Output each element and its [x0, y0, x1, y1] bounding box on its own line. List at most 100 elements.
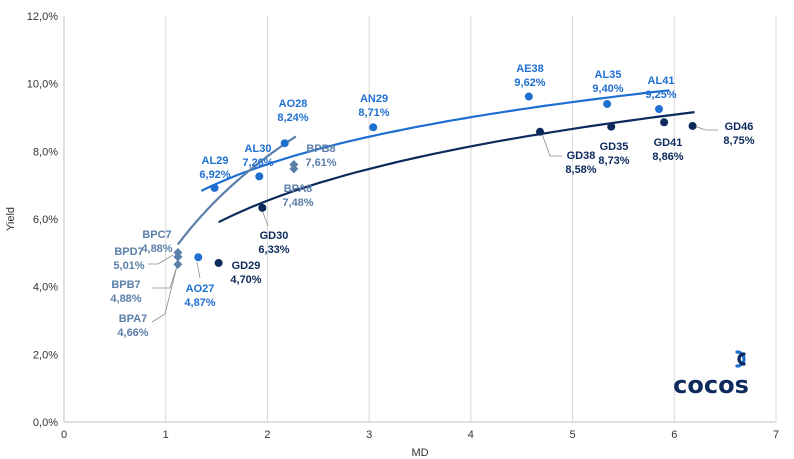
data-points	[173, 92, 697, 269]
label-value: 9,40%	[592, 83, 623, 95]
label-value: 8,73%	[598, 155, 629, 167]
data-label-gd29: GD29 4,70%	[230, 260, 261, 286]
y-axis-title: Yield	[5, 207, 17, 231]
leader-ao27	[196, 261, 201, 279]
label-name: AL29	[202, 155, 229, 167]
data-label-bpb7: BPB7 4,88%	[110, 279, 141, 305]
x-tick-label: 6	[671, 429, 677, 441]
point-ao28	[280, 139, 289, 148]
data-label-al35: AL35 9,40%	[592, 69, 623, 95]
label-name: BPA8	[284, 183, 313, 195]
trendline-1	[200, 89, 670, 192]
point-gd35	[607, 122, 616, 131]
x-tick-label: 3	[366, 429, 372, 441]
data-label-gd41: GD41 8,86%	[652, 137, 683, 163]
label-value: 7,61%	[305, 157, 336, 169]
trendline-2	[218, 111, 695, 224]
leader-bpb7	[152, 265, 178, 289]
label-name: GD30	[260, 230, 289, 242]
y-tick-label: 2,0%	[33, 349, 58, 361]
leader-gd38	[540, 130, 562, 157]
label-value: 8,86%	[652, 151, 683, 163]
x-tick-label: 4	[468, 429, 474, 441]
leader-bpc7	[148, 254, 174, 265]
point-gd41	[660, 118, 669, 127]
label-value: 4,88%	[110, 293, 141, 305]
trend-lines	[177, 89, 695, 246]
label-name: GD38	[567, 150, 596, 162]
data-label-bpa8: BPA8 7,48%	[282, 183, 313, 209]
data-label-al41: AL41 9,25%	[645, 75, 676, 101]
label-name: AO27	[186, 283, 215, 295]
x-tick-label: 5	[570, 429, 576, 441]
label-name: BPB7	[111, 279, 140, 291]
logo-swirl-icon	[735, 350, 746, 368]
x-axis-title: MD	[411, 447, 428, 459]
data-label-an29: AN29 8,71%	[358, 93, 389, 119]
label-name: BPA7	[119, 313, 148, 325]
data-label-gd38: GD38 8,58%	[565, 150, 596, 176]
y-tick-label: 0,0%	[33, 417, 58, 429]
label-name: GD35	[600, 141, 629, 153]
data-label-al30: AL30 7,26%	[242, 143, 273, 169]
x-tick-label: 7	[773, 429, 779, 441]
data-label-bpc7: BPC7 4,88%	[141, 229, 172, 255]
label-name: BPC7	[142, 229, 171, 241]
x-tick-label: 0	[61, 429, 67, 441]
point-bpa7	[173, 259, 183, 269]
data-label-bpa7: BPA7 4,66%	[117, 313, 148, 339]
label-value: 9,25%	[645, 89, 676, 101]
label-value: 7,48%	[282, 197, 313, 209]
label-name: GD41	[654, 137, 683, 149]
label-name: AE38	[516, 63, 544, 75]
data-labels: AO27 4,87% AL29 6,92% AL30 7,26% AO28 8,24% AN29…	[110, 63, 754, 339]
data-label-bpb8: BPB8 7,61%	[305, 143, 336, 169]
label-name: BPB8	[306, 143, 335, 155]
label-name: AL30	[245, 143, 272, 155]
label-value: 8,75%	[723, 135, 754, 147]
data-label-al29: AL29 6,92%	[199, 155, 230, 181]
point-al35	[603, 99, 612, 108]
point-an29	[369, 123, 378, 132]
grid-lines	[165, 16, 777, 422]
point-gd30	[258, 203, 267, 212]
leader-bpa7	[151, 265, 178, 323]
data-label-ae38: AE38 9,62%	[514, 63, 545, 89]
label-name: AO28	[279, 98, 308, 110]
y-tick-label: 12,0%	[27, 11, 58, 23]
data-label-ao28: AO28 8,24%	[277, 98, 308, 124]
point-bpb7	[173, 252, 183, 262]
point-al29	[210, 183, 219, 192]
data-label-gd46: GD46 8,75%	[723, 121, 754, 147]
label-name: GD46	[725, 121, 754, 133]
data-label-ao27: AO27 4,87%	[184, 283, 215, 309]
label-value: 7,26%	[242, 157, 273, 169]
label-value: 4,88%	[141, 243, 172, 255]
trendline-3	[177, 135, 297, 246]
label-value: 5,01%	[113, 260, 144, 272]
label-value: 6,33%	[258, 244, 289, 256]
point-ae38	[524, 92, 533, 101]
data-label-gd35: GD35 8,73%	[598, 141, 629, 167]
label-name: AN29	[360, 93, 388, 105]
label-value: 9,62%	[514, 77, 545, 89]
axes: 0 1 2 3 4 5 6 7 0,0% 2,0% 4,0% 6,0% 8,0% 10,0% 12,0%	[27, 11, 779, 441]
point-ao27	[194, 253, 203, 262]
point-bpa8	[289, 164, 299, 174]
y-tick-label: 6,0%	[33, 214, 58, 226]
point-al41	[655, 105, 664, 114]
y-tick-label: 8,0%	[33, 146, 58, 158]
point-gd38	[536, 127, 545, 136]
logo-text: cocos	[673, 371, 749, 399]
data-label-gd30: GD30 6,33%	[258, 230, 289, 256]
label-leader-lines	[148, 125, 718, 323]
label-value: 8,24%	[277, 112, 308, 124]
point-gd46	[688, 121, 697, 130]
cocos-logo: cocos	[673, 350, 749, 399]
y-tick-label: 4,0%	[33, 282, 58, 294]
point-al30	[255, 172, 264, 181]
logo-swirl-inner-icon	[737, 352, 746, 366]
y-tick-label: 10,0%	[27, 79, 58, 91]
label-name: GD29	[232, 260, 261, 272]
